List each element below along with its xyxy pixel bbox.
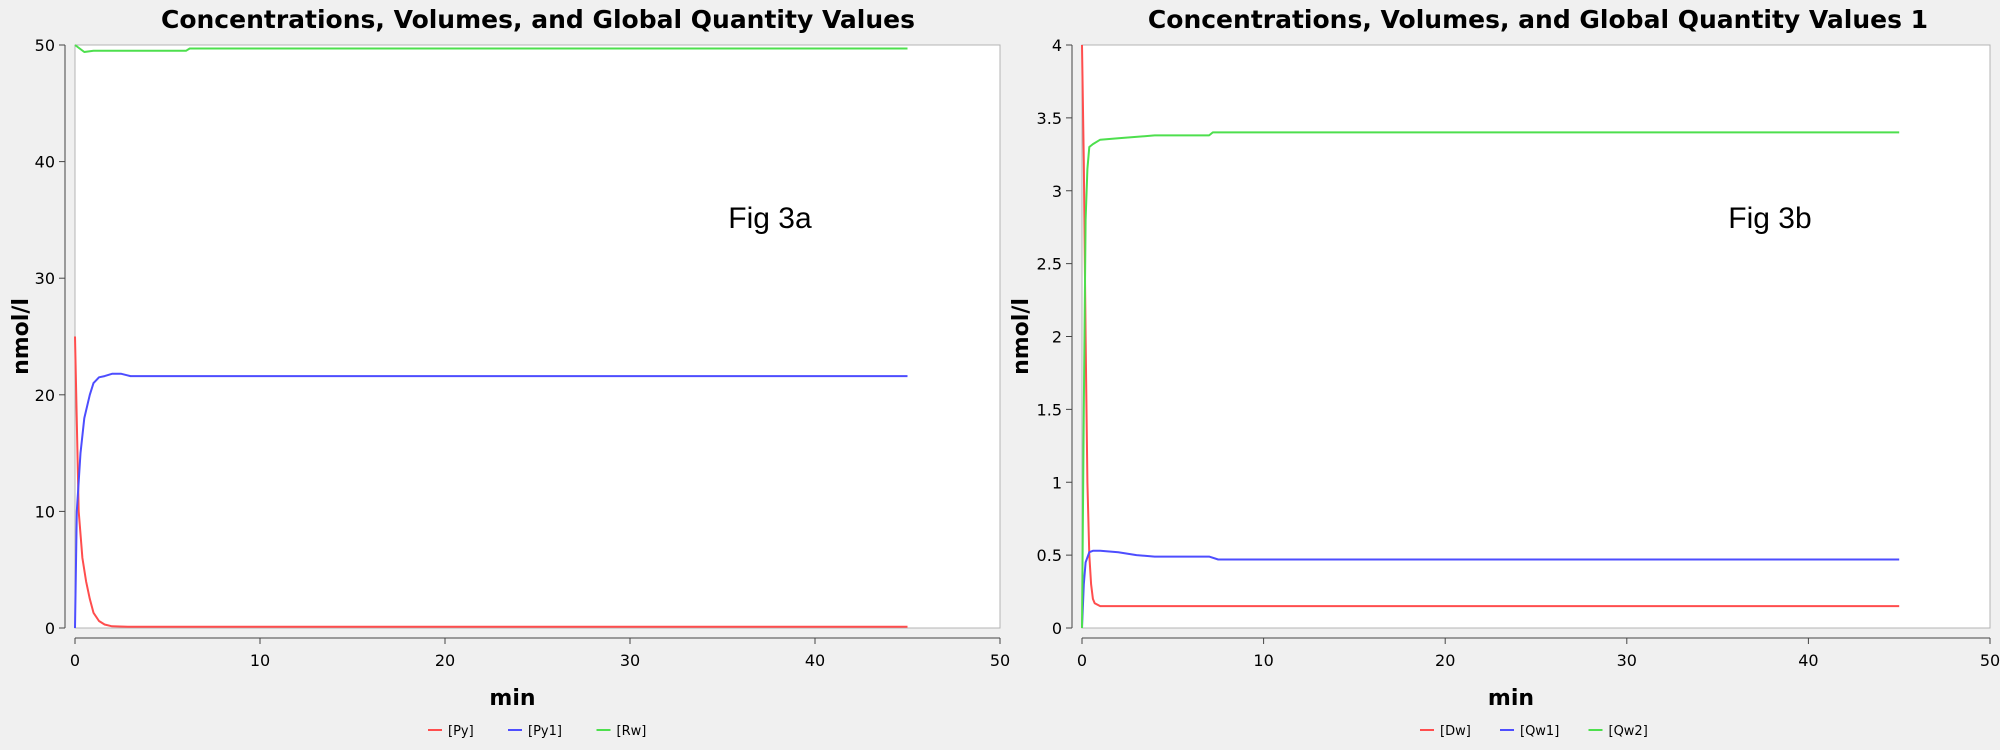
legend-label-rw: [Rw] (617, 724, 647, 739)
x-tick-label: 40 (805, 651, 825, 670)
chart-title: Concentrations, Volumes, and Global Quan… (161, 5, 915, 34)
y-tick-label: 1 (1052, 473, 1062, 492)
x-tick-label: 50 (1980, 651, 2000, 670)
legend-label-dw: [Dw] (1440, 724, 1471, 739)
chart-title: Concentrations, Volumes, and Global Quan… (1148, 5, 1928, 34)
series-line-py1 (74, 372, 908, 629)
y-axis-label: nmol/l (1009, 298, 1034, 375)
plot-area (1081, 44, 1991, 629)
x-tick-label: 20 (1435, 651, 1455, 670)
y-tick-label: 2.5 (1037, 255, 1062, 274)
x-tick-label: 50 (990, 651, 1010, 670)
y-tick-label: 10 (35, 502, 55, 521)
legend-label-qw1: [Qw1] (1520, 724, 1559, 739)
y-tick-label: 0 (45, 619, 55, 638)
legend-label-py: [Py] (448, 724, 474, 739)
x-axis-label: min (1488, 686, 1534, 711)
x-tick-label: 10 (250, 651, 270, 670)
series-line-qw1 (1081, 549, 1900, 629)
series-line-dw (1081, 44, 1900, 608)
series-line-py (74, 336, 908, 628)
legend-label-py1: [Py1] (528, 724, 562, 739)
y-tick-label: 3 (1052, 182, 1062, 201)
y-tick-label: 0.5 (1037, 546, 1062, 565)
series-line-rw (74, 44, 908, 53)
x-axis-label: min (489, 686, 535, 711)
figure-annotation: Fig 3b (1728, 202, 1811, 235)
x-tick-label: 10 (1253, 651, 1273, 670)
x-tick-label: 30 (1617, 651, 1637, 670)
y-axis-label: nmol/l (9, 298, 34, 375)
x-tick-label: 30 (620, 651, 640, 670)
y-tick-label: 50 (35, 36, 55, 55)
y-tick-label: 30 (35, 269, 55, 288)
legend-label-qw2: [Qw2] (1609, 724, 1648, 739)
y-tick-label: 4 (1052, 36, 1062, 55)
y-tick-label: 1.5 (1037, 400, 1062, 419)
y-tick-label: 20 (35, 386, 55, 405)
chart-fig-3b: Concentrations, Volumes, and Global Quan… (1009, 5, 2000, 739)
series-line-qw2 (1081, 131, 1900, 629)
x-tick-label: 20 (435, 651, 455, 670)
plot-area (74, 44, 1001, 629)
x-tick-label: 0 (1077, 651, 1087, 670)
y-tick-label: 0 (1052, 619, 1062, 638)
y-tick-label: 2 (1052, 328, 1062, 347)
y-tick-label: 3.5 (1037, 109, 1062, 128)
chart-fig-3a: Concentrations, Volumes, and Global Quan… (9, 5, 1010, 739)
x-tick-label: 0 (70, 651, 80, 670)
x-tick-label: 40 (1798, 651, 1818, 670)
y-tick-label: 40 (35, 153, 55, 172)
figure-annotation: Fig 3a (728, 202, 812, 235)
